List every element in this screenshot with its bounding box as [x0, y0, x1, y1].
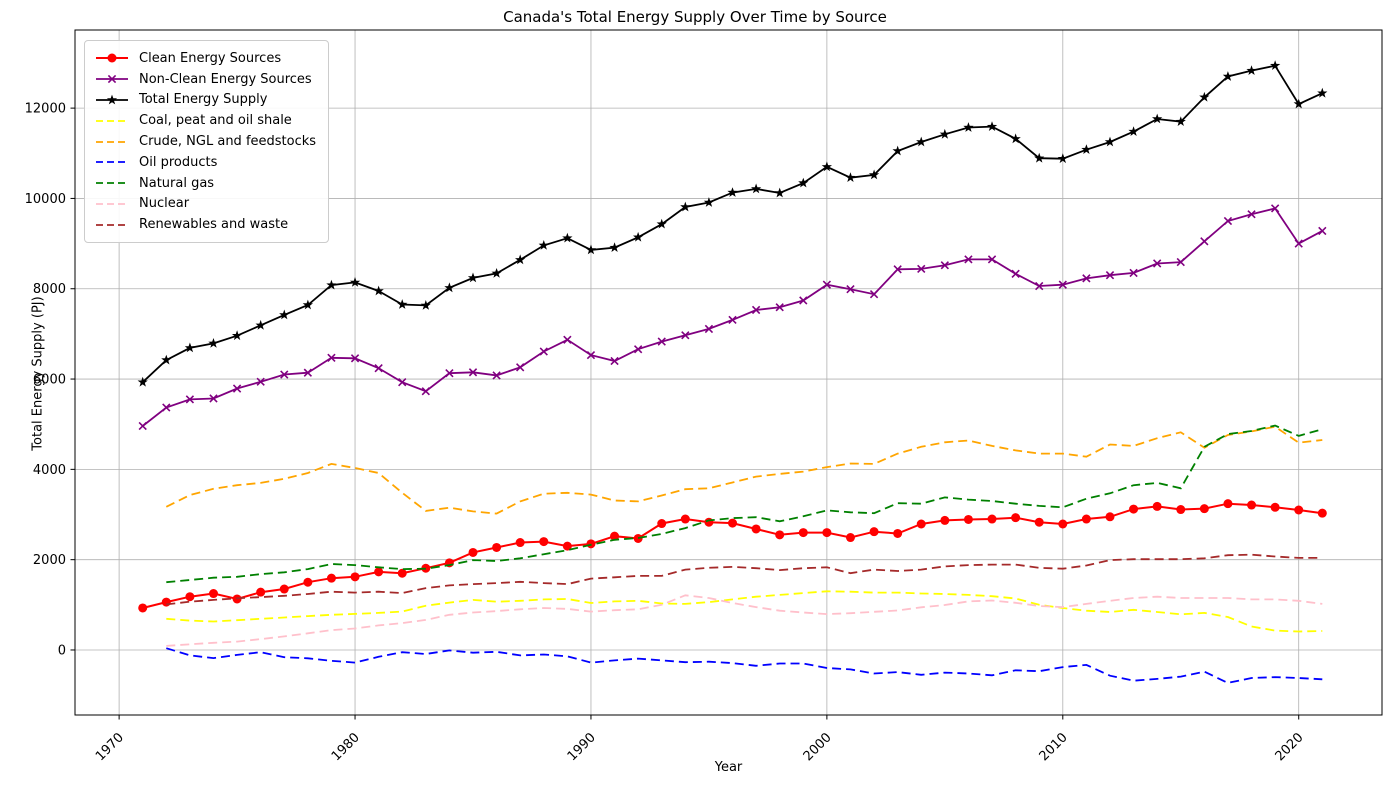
legend-item-coal-peat-and-oil-shale: Coal, peat and oil shale — [95, 110, 316, 131]
legend-label: Renewables and waste — [139, 217, 289, 233]
series-total-energy-supply — [137, 60, 1328, 387]
legend-line-swatch — [96, 53, 128, 63]
legend-label: Non-Clean Energy Sources — [139, 71, 312, 87]
series-crude-ngl-and-feedstocks — [165, 425, 1323, 515]
legend-line-swatch — [96, 203, 128, 205]
legend-label: Oil products — [139, 154, 218, 170]
legend-item-renewables-and-waste: Renewables and waste — [95, 214, 316, 235]
legend-item-oil-products: Oil products — [95, 152, 316, 173]
legend-item-non-clean-energy-sources: Non-Clean Energy Sources — [95, 69, 316, 90]
legend-line-swatch — [96, 161, 128, 164]
y-tick-label: 10000 — [25, 192, 66, 207]
series-non-clean-energy-sources — [138, 204, 1327, 431]
legend-label: Coal, peat and oil shale — [139, 113, 292, 129]
y-tick-label: 2000 — [33, 553, 66, 568]
legend-label: Crude, NGL and feedstocks — [139, 134, 317, 150]
legend-label: Clean Energy Sources — [139, 50, 282, 66]
legend-line-swatch — [96, 94, 128, 105]
y-tick-label: 0 — [58, 643, 66, 658]
y-tick-label: 8000 — [33, 282, 66, 297]
y-axis-label: Total Energy Supply (PJ) — [30, 296, 46, 451]
series-nuclear — [166, 594, 1323, 647]
y-tick-label: 6000 — [33, 373, 66, 388]
y-tick-label: 4000 — [33, 463, 66, 478]
legend-label: Nuclear — [139, 196, 190, 212]
legend-item-natural-gas: Natural gas — [95, 173, 316, 194]
series-oil-products — [166, 647, 1323, 684]
legend-item-clean-energy-sources: Clean Energy Sources — [95, 48, 316, 69]
legend-line-swatch — [96, 182, 128, 185]
y-tick-label: 12000 — [25, 102, 66, 117]
legend-label: Natural gas — [139, 175, 215, 191]
legend-item-nuclear: Nuclear — [95, 194, 316, 215]
series-renewables-and-waste — [166, 553, 1323, 606]
x-axis-label: Year — [714, 760, 743, 775]
series-coal-peat-and-oil-shale — [166, 590, 1323, 633]
series-clean-energy-sources — [138, 499, 1327, 613]
legend-line-swatch — [96, 223, 128, 226]
legend-label: Total Energy Supply — [139, 92, 268, 108]
chart-title: Canada's Total Energy Supply Over Time b… — [503, 8, 887, 26]
plot-border — [74, 29, 1383, 716]
legend-line-swatch — [96, 119, 128, 122]
legend-line-swatch — [96, 140, 128, 143]
legend: Clean Energy Sources Non-Clean Energy Sou… — [84, 40, 330, 244]
legend-item-total-energy-supply: Total Energy Supply — [95, 90, 316, 111]
legend-line-swatch — [96, 75, 128, 84]
legend-item-crude-ngl-and-feedstocks: Crude, NGL and feedstocks — [95, 131, 316, 152]
